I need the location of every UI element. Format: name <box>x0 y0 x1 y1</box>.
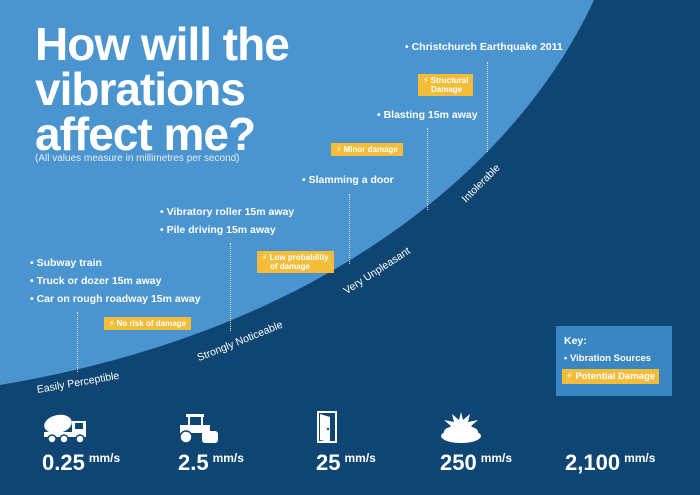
vibration-source: Subway train <box>30 257 102 269</box>
door-icon <box>317 411 337 443</box>
explosion-icon <box>441 412 481 443</box>
lightning-icon: ⚡ <box>423 76 429 85</box>
damage-badge: ⚡ Minor damage <box>331 143 403 156</box>
vibration-source: Vibratory roller 15m away <box>160 206 295 218</box>
subtitle: (All values measure in millimetres per s… <box>35 153 240 164</box>
lightning-icon: ⚡ <box>336 145 342 154</box>
vibration-value: 250 mm/s <box>440 450 513 475</box>
dotted-connector <box>77 312 78 372</box>
vibration-value: 2.5 mm/s <box>178 450 244 475</box>
damage-badge: ⚡ Low probability of damage <box>257 251 334 273</box>
lightning-icon: ⚡ <box>566 371 573 382</box>
dotted-connector <box>349 194 350 264</box>
damage-badge: ⚡ No risk of damage <box>104 317 191 330</box>
vibration-value: 2,100 mm/s <box>565 450 656 475</box>
vibration-source: Christchurch Earthquake 2011 <box>405 41 563 53</box>
page-title: How will the vibrations affect me? <box>35 18 290 160</box>
legend-key: Key: • Vibration Sources ⚡ Potential Dam… <box>556 326 672 396</box>
vibration-source: Truck or dozer 15m away <box>30 275 162 287</box>
vibration-source: Blasting 15m away <box>377 109 478 121</box>
dotted-connector <box>487 62 488 152</box>
vibration-source: Pile driving 15m away <box>160 224 276 236</box>
lightning-icon: ⚡ <box>109 319 115 328</box>
road-roller-icon <box>179 414 218 444</box>
cement-mixer-icon <box>44 414 86 444</box>
dotted-connector <box>230 243 231 331</box>
vibration-source: Slamming a door <box>302 174 394 186</box>
vibration-value: 25 mm/s <box>316 450 376 475</box>
vibration-source: Car on rough roadway 15m away <box>30 293 201 305</box>
key-title: Key: <box>564 335 587 347</box>
key-damage-label: ⚡ Potential Damage <box>562 369 660 384</box>
key-source-label: • Vibration Sources <box>564 353 652 364</box>
dotted-connector <box>427 128 428 210</box>
damage-badge: ⚡ Structural Damage <box>418 74 474 96</box>
lightning-icon: ⚡ <box>262 253 268 262</box>
vibration-value: 0.25 mm/s <box>42 450 121 475</box>
